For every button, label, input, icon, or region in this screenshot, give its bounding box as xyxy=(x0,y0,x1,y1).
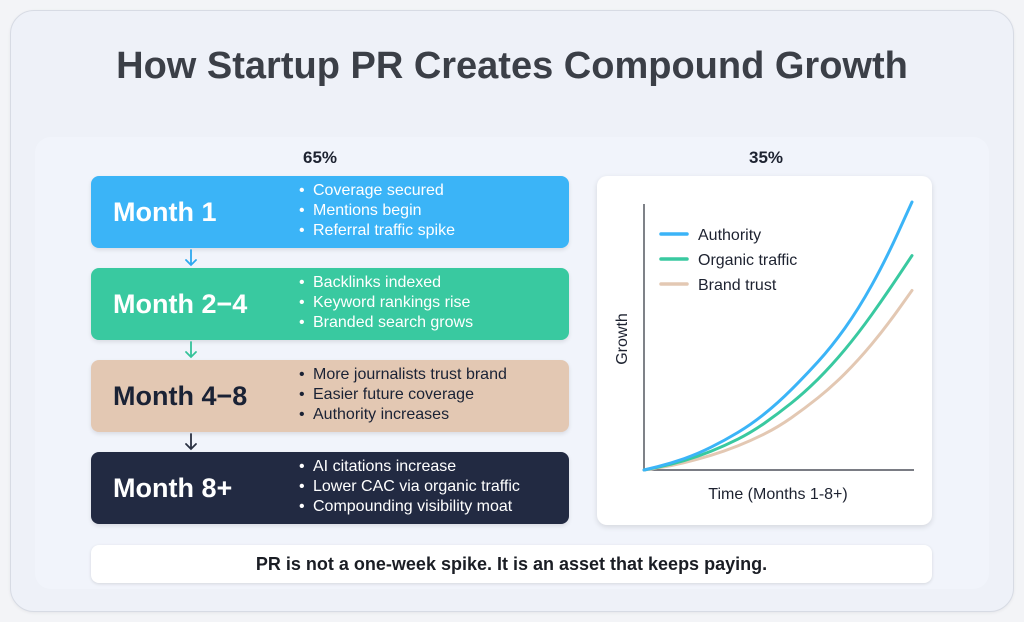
stage-bullet-item: Mentions begin xyxy=(299,201,455,221)
stage-bullet-item: Lower CAC via organic traffic xyxy=(299,477,520,497)
stage-bullet-item: Referral traffic spike xyxy=(299,221,455,241)
stage-bullet-item: Coverage secured xyxy=(299,181,455,201)
legend-label: Brand trust xyxy=(698,277,777,294)
stage-bullet-list: Backlinks indexedKeyword rankings riseBr… xyxy=(299,273,473,333)
stage-month-4-8: Month 4−8 More journalists trust brandEas… xyxy=(91,360,569,432)
stage-month-1: Month 1 Coverage securedMentions beginRef… xyxy=(91,176,569,248)
stage-bullet-item: AI citations increase xyxy=(299,457,520,477)
series-line-brand-trust xyxy=(642,288,914,472)
growth-chart: Authority Organic traffic Brand trust Growt… xyxy=(614,200,914,503)
stage-bullet-item: Easier future coverage xyxy=(299,385,507,405)
x-axis-label: Time (Months 1-8+) xyxy=(708,486,847,503)
stage-bullet-item: Authority increases xyxy=(299,405,507,425)
page-title: How Startup PR Creates Compound Growth xyxy=(116,45,908,87)
legend-label: Organic traffic xyxy=(698,252,797,269)
stage-label: Month 8+ xyxy=(113,473,233,503)
stage-bullet-list: More journalists trust brandEasier futur… xyxy=(299,365,507,425)
down-arrow-icon xyxy=(185,249,197,267)
growth-chart-card: Authority Organic traffic Brand trust Growt… xyxy=(597,176,932,525)
left-percentage: 65% xyxy=(302,148,338,167)
stage-bullet-item: Backlinks indexed xyxy=(299,273,473,293)
stage-bullet-item: Compounding visibility moat xyxy=(299,497,520,517)
footer-banner: PR is not a one-week spike. It is an ass… xyxy=(91,545,932,583)
stage-label: Month 2−4 xyxy=(113,289,248,319)
series-line-organic-traffic xyxy=(642,254,914,472)
stage-month-2-4: Month 2−4 Backlinks indexedKeyword rankin… xyxy=(91,268,569,340)
stage-bullet-list: AI citations increaseLower CAC via organ… xyxy=(299,457,520,517)
y-axis-label: Growth xyxy=(614,313,631,365)
down-arrow-icon xyxy=(185,433,197,451)
down-arrow-icon xyxy=(185,341,197,359)
stage-bullet-item: More journalists trust brand xyxy=(299,365,507,385)
right-percentage: 35% xyxy=(748,148,784,167)
stage-label: Month 1 xyxy=(113,197,217,227)
stage-label: Month 4−8 xyxy=(113,381,248,411)
series-line-authority xyxy=(642,200,914,472)
stage-bullet-list: Coverage securedMentions beginReferral t… xyxy=(299,181,455,241)
stage-month-8-plus: Month 8+ AI citations increaseLower CAC v… xyxy=(91,452,569,524)
stage-bullet-item: Keyword rankings rise xyxy=(299,293,473,313)
stage-bullet-item: Branded search grows xyxy=(299,313,473,333)
legend-label: Authority xyxy=(698,227,761,244)
